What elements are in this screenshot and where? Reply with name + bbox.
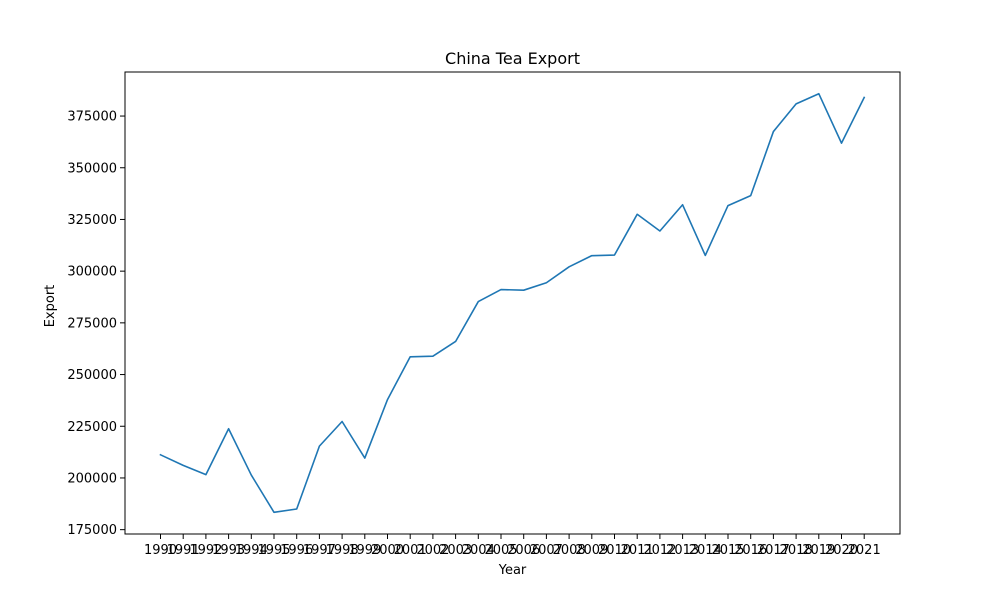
- x-tick-label: 2004: [462, 543, 495, 558]
- x-tick-label: 1996: [280, 543, 313, 558]
- x-tick-label: 2015: [711, 543, 744, 558]
- x-tick-label: 1991: [167, 543, 200, 558]
- x-tick-label: 2011: [621, 543, 654, 558]
- x-tick-label: 2006: [507, 543, 540, 558]
- y-axis-label: Export: [43, 285, 58, 328]
- y-tick-label: 225000: [67, 420, 117, 435]
- x-tick-label: 2010: [598, 543, 631, 558]
- x-tick-label: 2019: [802, 543, 835, 558]
- y-tick-label: 275000: [67, 316, 117, 331]
- x-tick-label: 2018: [780, 543, 813, 558]
- y-tick-label: 350000: [67, 161, 117, 176]
- x-tick-label: 1999: [348, 543, 381, 558]
- y-axis-ticks: 175000 200000 225000 250000 275000 300000 3250…: [67, 110, 125, 538]
- x-axis-ticks: 1990199119921993199419951996199719981999…: [144, 534, 881, 558]
- y-tick-label: 250000: [67, 368, 117, 383]
- x-tick-label: 2016: [734, 543, 767, 558]
- x-tick-label: 1997: [303, 543, 336, 558]
- x-axis-label: Year: [498, 563, 527, 578]
- x-tick-label: 2003: [439, 543, 472, 558]
- y-tick-label: 300000: [67, 265, 117, 280]
- chart-title: China Tea Export: [445, 49, 580, 68]
- y-tick-label: 200000: [67, 471, 117, 486]
- x-tick-label: 2005: [484, 543, 517, 558]
- x-tick-label: 1998: [326, 543, 359, 558]
- x-tick-label: 2017: [757, 543, 790, 558]
- plot-area-frame: [124, 71, 901, 535]
- x-tick-label: 2008: [553, 543, 586, 558]
- x-tick-label: 1993: [212, 543, 245, 558]
- x-tick-label: 2002: [416, 543, 449, 558]
- x-tick-label: 1995: [257, 543, 290, 558]
- x-tick-label: 2021: [848, 543, 881, 558]
- x-tick-label: 2007: [530, 543, 563, 558]
- y-tick-label: 325000: [67, 213, 117, 228]
- x-tick-label: 2009: [575, 543, 608, 558]
- y-tick-label: 375000: [67, 110, 117, 125]
- x-tick-label: 1994: [235, 543, 268, 558]
- x-tick-label: 2012: [643, 543, 676, 558]
- x-tick-label: 2001: [394, 543, 427, 558]
- x-tick-label: 2014: [689, 543, 722, 558]
- x-tick-label: 1990: [144, 543, 177, 558]
- y-tick-label: 175000: [67, 523, 117, 538]
- x-tick-label: 2020: [825, 543, 858, 558]
- x-tick-label: 2013: [666, 543, 699, 558]
- series-line: [159, 92, 866, 514]
- series-layer: [159, 92, 866, 514]
- x-tick-label: 1992: [189, 543, 222, 558]
- x-tick-label: 2000: [371, 543, 404, 558]
